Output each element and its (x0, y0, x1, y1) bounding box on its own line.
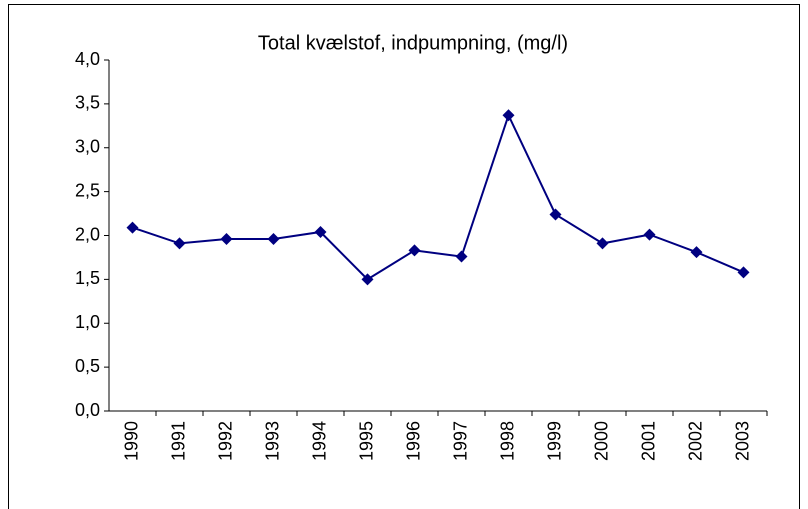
marker (361, 273, 374, 286)
x-tick-label: 1999 (544, 421, 564, 461)
y-tick-label: 0,0 (75, 400, 100, 420)
marker (502, 109, 515, 122)
line (132, 112, 744, 281)
marker (643, 228, 656, 241)
y-tick-label: 4,0 (75, 49, 100, 69)
x-tick-label: 2003 (732, 421, 752, 461)
y-tick-label: 2,0 (75, 224, 100, 244)
x-tick-label: 1997 (450, 421, 470, 461)
y-tick-label: 0,5 (75, 356, 100, 376)
x-tick-label: 1990 (121, 421, 141, 461)
x-tick-label: 1994 (309, 421, 329, 461)
marker (549, 208, 562, 221)
y-tick-label: 3,0 (75, 137, 100, 157)
marker (126, 221, 139, 234)
x-tick-label: 2000 (591, 421, 611, 461)
y-tick-label: 3,5 (75, 93, 100, 113)
marker (220, 233, 233, 246)
x-tick-label: 1992 (215, 421, 235, 461)
x-tick-label: 1995 (356, 421, 376, 461)
marker (596, 237, 609, 250)
marker (314, 225, 327, 238)
y-tick-label: 2,5 (75, 180, 100, 200)
x-tick-label: 1998 (497, 421, 517, 461)
marker (737, 266, 750, 279)
x-tick-label: 1991 (168, 421, 188, 461)
marker (173, 237, 186, 250)
marker (408, 244, 421, 257)
x-tick-label: 1993 (262, 421, 282, 461)
marker (690, 246, 703, 259)
x-tick-label: 2002 (685, 421, 705, 461)
y-tick-label: 1,5 (75, 268, 100, 288)
marker (267, 233, 280, 246)
y-tick-label: 1,0 (75, 312, 100, 332)
x-tick-label: 2001 (638, 421, 658, 461)
marker (455, 250, 468, 263)
x-tick-label: 1996 (403, 421, 423, 461)
chart-title: Total kvælstof, indpumpning, (mg/l) (258, 32, 568, 54)
